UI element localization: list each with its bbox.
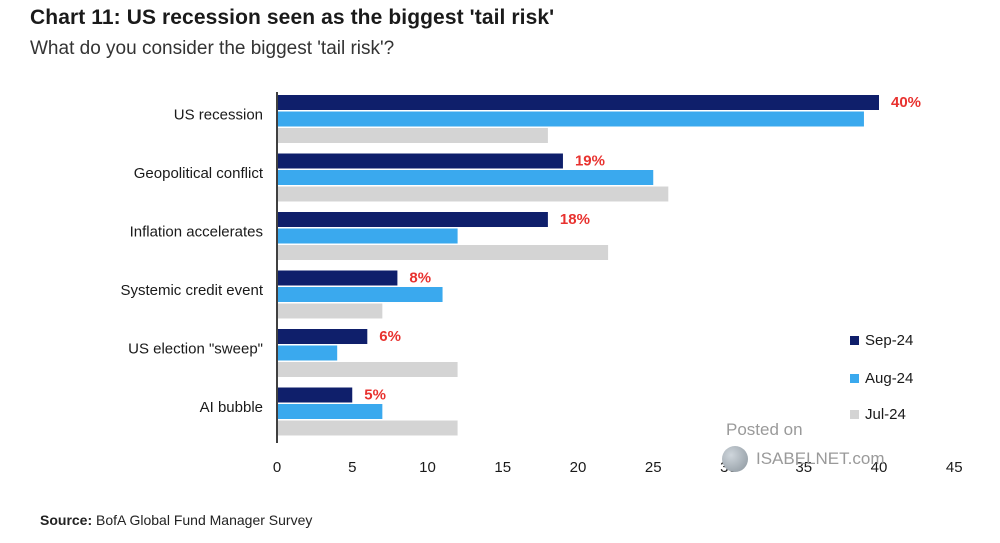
- x-tick-label: 25: [645, 459, 662, 476]
- legend-swatch-sep-24: [850, 336, 859, 345]
- data-label: 40%: [891, 94, 921, 111]
- data-label: 6%: [379, 328, 401, 345]
- legend-swatch-jul-24: [850, 410, 859, 419]
- source-note: Source: BofA Global Fund Manager Survey: [40, 512, 312, 528]
- data-label: 18%: [560, 211, 590, 228]
- bar-aug-24-2: [278, 228, 458, 244]
- data-label: 5%: [364, 387, 386, 404]
- watermark: Posted on ISABELNET.com: [722, 420, 885, 472]
- bar-aug-24-1: [278, 170, 654, 185]
- x-tick-label: 10: [419, 459, 436, 476]
- x-tick-label: 5: [348, 459, 356, 476]
- bar-sep-24-4: [278, 329, 368, 344]
- bar-sep-24-3: [278, 270, 398, 286]
- bar-aug-24-3: [278, 287, 443, 302]
- x-tick-label: 45: [946, 459, 963, 476]
- bar-sep-24-1: [278, 153, 563, 169]
- watermark-posted-on: Posted on: [726, 420, 803, 439]
- watermark-site: ISABELNET.com: [756, 449, 885, 468]
- x-tick-label: 35: [795, 459, 812, 476]
- bar-sep-24-0: [278, 95, 879, 110]
- bar-jul-24-5: [278, 420, 458, 436]
- chart-title: Chart 11: US recession seen as the bigge…: [30, 6, 555, 29]
- data-label: 19%: [575, 153, 605, 170]
- category-label: US recession: [174, 107, 263, 124]
- category-label: AI bubble: [200, 399, 263, 416]
- bar-aug-24-4: [278, 345, 338, 361]
- bar-jul-24-4: [278, 362, 458, 377]
- data-label: 8%: [409, 270, 431, 287]
- x-tick-label: 0: [273, 459, 281, 476]
- category-label: Geopolitical conflict: [134, 165, 264, 182]
- source-label: Source:: [40, 512, 93, 528]
- bar-aug-24-5: [278, 404, 383, 419]
- legend-label: Jul-24: [865, 406, 906, 423]
- x-tick-label: 40: [871, 459, 888, 476]
- bar-jul-24-0: [278, 128, 548, 143]
- category-label: Systemic credit event: [120, 282, 263, 299]
- globe-icon: [722, 446, 748, 472]
- chart-subtitle: What do you consider the biggest 'tail r…: [30, 38, 395, 59]
- bar-jul-24-1: [278, 186, 669, 202]
- category-label: Inflation accelerates: [130, 224, 263, 241]
- bar-jul-24-2: [278, 245, 609, 260]
- bar-sep-24-5: [278, 387, 353, 403]
- x-tick-label: 15: [494, 459, 511, 476]
- bar-jul-24-3: [278, 303, 383, 319]
- legend-swatch-aug-24: [850, 374, 859, 383]
- bar-aug-24-0: [278, 111, 864, 127]
- bar-sep-24-2: [278, 212, 548, 227]
- legend-label: Sep-24: [865, 332, 913, 349]
- legend-label: Aug-24: [865, 370, 913, 387]
- category-label: US election "sweep": [128, 341, 263, 358]
- x-tick-label: 20: [570, 459, 587, 476]
- source-text: BofA Global Fund Manager Survey: [96, 512, 313, 528]
